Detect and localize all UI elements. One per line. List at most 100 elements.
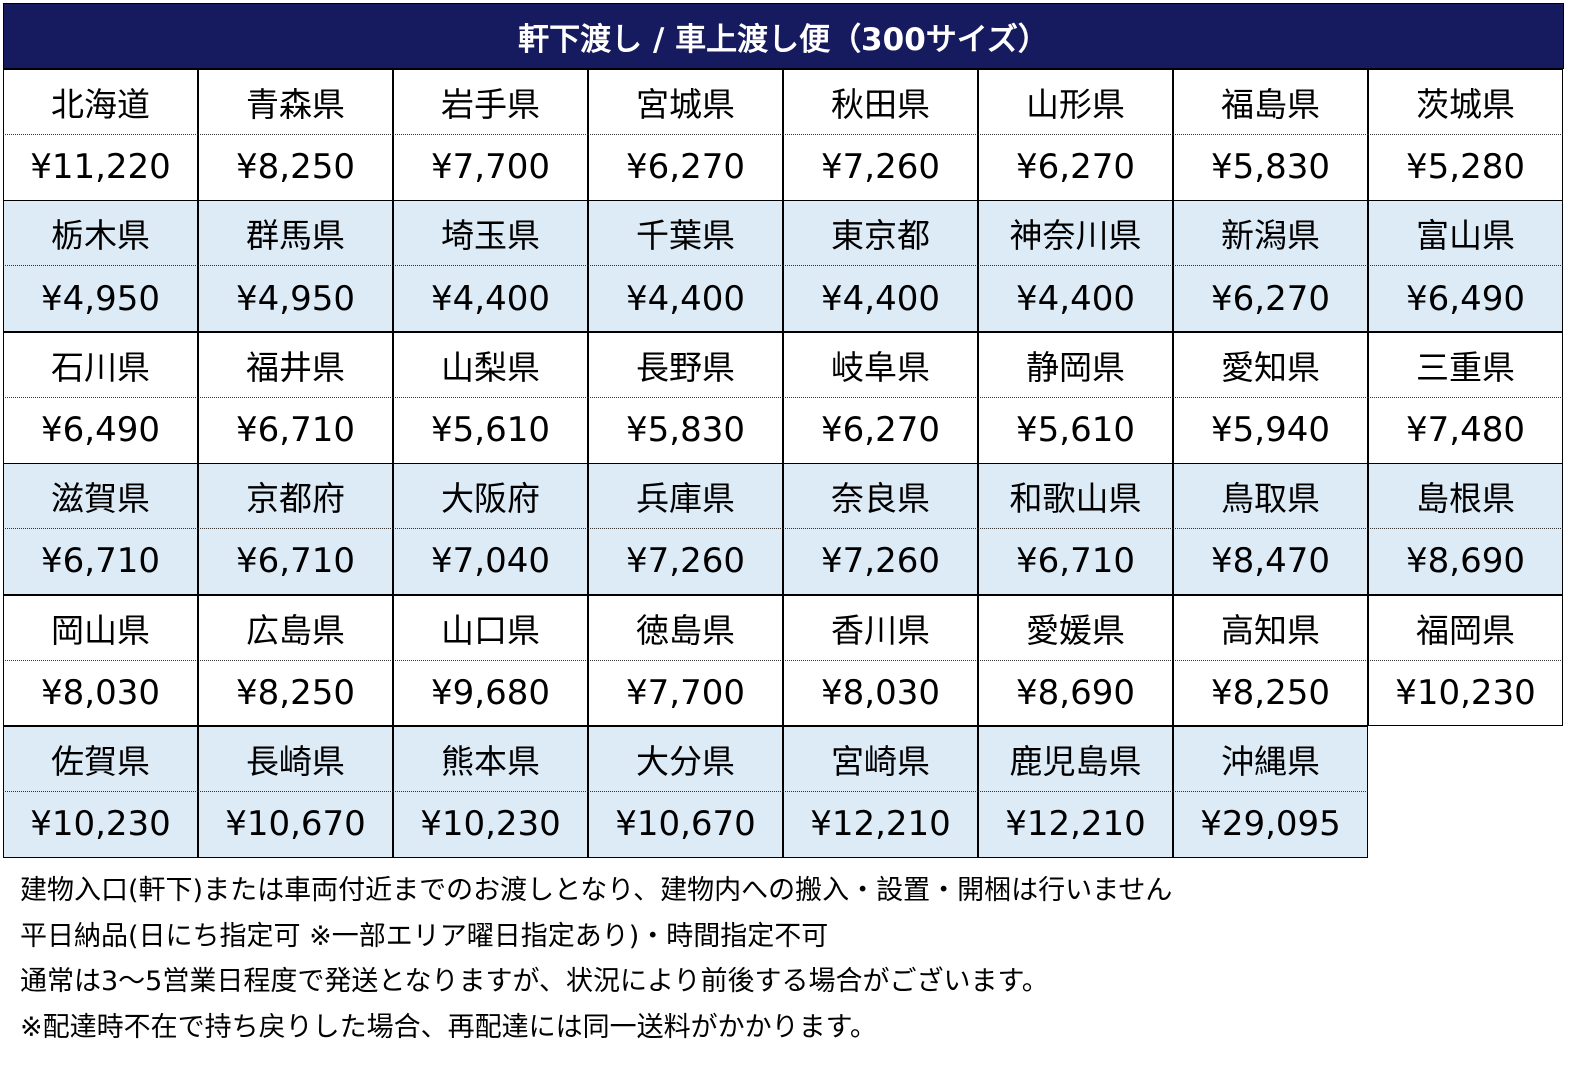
prefecture-name: 千葉県 xyxy=(588,200,783,267)
prefecture-name: 埼玉県 xyxy=(393,200,588,267)
prefecture-name: 岩手県 xyxy=(393,69,588,135)
prefecture-price: ¥11,220 xyxy=(3,134,198,201)
prefecture-price: ¥6,490 xyxy=(1368,266,1563,333)
prefecture-name: 高知県 xyxy=(1173,594,1368,661)
prefecture-name: 山口県 xyxy=(393,594,588,661)
prefecture-price: ¥4,950 xyxy=(3,266,198,333)
prefecture-price: ¥6,270 xyxy=(783,397,978,464)
prefecture-price: ¥6,270 xyxy=(588,134,783,201)
prefecture-name: 北海道 xyxy=(3,69,198,135)
prefecture-name: 山梨県 xyxy=(393,331,588,398)
prefecture-price: ¥6,710 xyxy=(3,528,198,595)
prefecture-price: ¥5,610 xyxy=(393,397,588,464)
prefecture-name: 長野県 xyxy=(588,331,783,398)
prefecture-name: 徳島県 xyxy=(588,594,783,661)
prefecture-price: ¥7,260 xyxy=(783,528,978,595)
prefecture-price: ¥10,230 xyxy=(3,791,198,858)
prefecture-name: 愛知県 xyxy=(1173,331,1368,398)
prefecture-name: 愛媛県 xyxy=(978,594,1173,661)
prefecture-price: ¥6,270 xyxy=(1173,266,1368,333)
prefecture-name: 山形県 xyxy=(978,69,1173,135)
prefecture-name: 福島県 xyxy=(1173,69,1368,135)
prefecture-name: 京都府 xyxy=(198,463,393,530)
note: 平日納品(日にち指定可 ※一部エリア曜日指定あり)・時間指定不可 xyxy=(20,920,829,952)
prefecture-price: ¥5,830 xyxy=(1173,134,1368,201)
prefecture-name: 東京都 xyxy=(783,200,978,267)
prefecture-price: ¥4,400 xyxy=(588,266,783,333)
note: ※配達時不在で持ち戻りした場合、再配達には同一送料がかかります。 xyxy=(20,1011,877,1043)
prefecture-price: ¥7,700 xyxy=(588,660,783,727)
prefecture-name: 静岡県 xyxy=(978,331,1173,398)
prefecture-name: 三重県 xyxy=(1368,331,1563,398)
prefecture-name: 滋賀県 xyxy=(3,463,198,530)
prefecture-name: 熊本県 xyxy=(393,726,588,792)
prefecture-name: 群馬県 xyxy=(198,200,393,267)
note: 建物入口(軒下)または車両付近までのお渡しとなり、建物内への搬入・設置・開梱は行… xyxy=(20,875,1173,906)
prefecture-price: ¥8,250 xyxy=(1173,660,1368,727)
prefecture-name: 大分県 xyxy=(588,726,783,792)
prefecture-price: ¥8,030 xyxy=(783,660,978,727)
notes: 建物入口(軒下)または車両付近までのお渡しとなり、建物内への搬入・設置・開梱は行… xyxy=(20,868,1172,1050)
prefecture-price: ¥5,610 xyxy=(978,397,1173,464)
prefecture-name: 島根県 xyxy=(1368,463,1563,530)
prefecture-price: ¥12,210 xyxy=(978,791,1173,858)
prefecture-name: 茨城県 xyxy=(1368,69,1563,135)
prefecture-name: 福岡県 xyxy=(1368,594,1563,661)
prefecture-name: 新潟県 xyxy=(1173,200,1368,267)
prefecture-price: ¥4,400 xyxy=(783,266,978,333)
prefecture-price: ¥8,030 xyxy=(3,660,198,727)
prefecture-price: ¥5,280 xyxy=(1368,134,1563,201)
prefecture-price: ¥6,710 xyxy=(198,397,393,464)
prefecture-name: 佐賀県 xyxy=(3,726,198,792)
prefecture-name: 沖縄県 xyxy=(1173,726,1368,792)
table-title: 軒下渡し / 車上渡し便（300サイズ） xyxy=(3,3,1564,69)
prefecture-name: 和歌山県 xyxy=(978,463,1173,530)
prefecture-price: ¥10,670 xyxy=(198,791,393,858)
prefecture-price: ¥6,710 xyxy=(978,528,1173,595)
prefecture-name: 広島県 xyxy=(198,594,393,661)
prefecture-name: 富山県 xyxy=(1368,200,1563,267)
prefecture-price: ¥12,210 xyxy=(783,791,978,858)
prefecture-price: ¥8,250 xyxy=(198,660,393,727)
prefecture-price: ¥6,270 xyxy=(978,134,1173,201)
prefecture-price: ¥7,260 xyxy=(588,528,783,595)
prefecture-price: ¥4,950 xyxy=(198,266,393,333)
prefecture-price: ¥8,470 xyxy=(1173,528,1368,595)
prefecture-price: ¥10,670 xyxy=(588,791,783,858)
prefecture-price: ¥7,260 xyxy=(783,134,978,201)
prefecture-price: ¥7,700 xyxy=(393,134,588,201)
prefecture-name: 栃木県 xyxy=(3,200,198,267)
prefecture-name: 宮崎県 xyxy=(783,726,978,792)
prefecture-name: 青森県 xyxy=(198,69,393,135)
prefecture-name: 岐阜県 xyxy=(783,331,978,398)
prefecture-price: ¥4,400 xyxy=(978,266,1173,333)
prefecture-name: 石川県 xyxy=(3,331,198,398)
prefecture-price: ¥8,690 xyxy=(978,660,1173,727)
prefecture-price: ¥5,830 xyxy=(588,397,783,464)
prefecture-name: 香川県 xyxy=(783,594,978,661)
prefecture-name: 岡山県 xyxy=(3,594,198,661)
prefecture-price: ¥9,680 xyxy=(393,660,588,727)
prefecture-name: 福井県 xyxy=(198,331,393,398)
prefecture-name: 鳥取県 xyxy=(1173,463,1368,530)
note: 通常は3～5営業日程度で発送となりますが、状況により前後する場合がございます。 xyxy=(20,966,1049,997)
prefecture-price: ¥7,040 xyxy=(393,528,588,595)
prefecture-name: 長崎県 xyxy=(198,726,393,792)
prefecture-price: ¥7,480 xyxy=(1368,397,1563,464)
prefecture-price: ¥8,250 xyxy=(198,134,393,201)
prefecture-name: 神奈川県 xyxy=(978,200,1173,267)
prefecture-name: 兵庫県 xyxy=(588,463,783,530)
prefecture-price: ¥8,690 xyxy=(1368,528,1563,595)
prefecture-price: ¥10,230 xyxy=(393,791,588,858)
prefecture-price: ¥4,400 xyxy=(393,266,588,333)
prefecture-price: ¥6,490 xyxy=(3,397,198,464)
prefecture-name: 鹿児島県 xyxy=(978,726,1173,792)
prefecture-name: 奈良県 xyxy=(783,463,978,530)
prefecture-price: ¥29,095 xyxy=(1173,791,1368,858)
prefecture-price: ¥10,230 xyxy=(1368,660,1563,727)
prefecture-price: ¥5,940 xyxy=(1173,397,1368,464)
prefecture-price: ¥6,710 xyxy=(198,528,393,595)
prefecture-name: 秋田県 xyxy=(783,69,978,135)
prefecture-name: 宮城県 xyxy=(588,69,783,135)
prefecture-name: 大阪府 xyxy=(393,463,588,530)
